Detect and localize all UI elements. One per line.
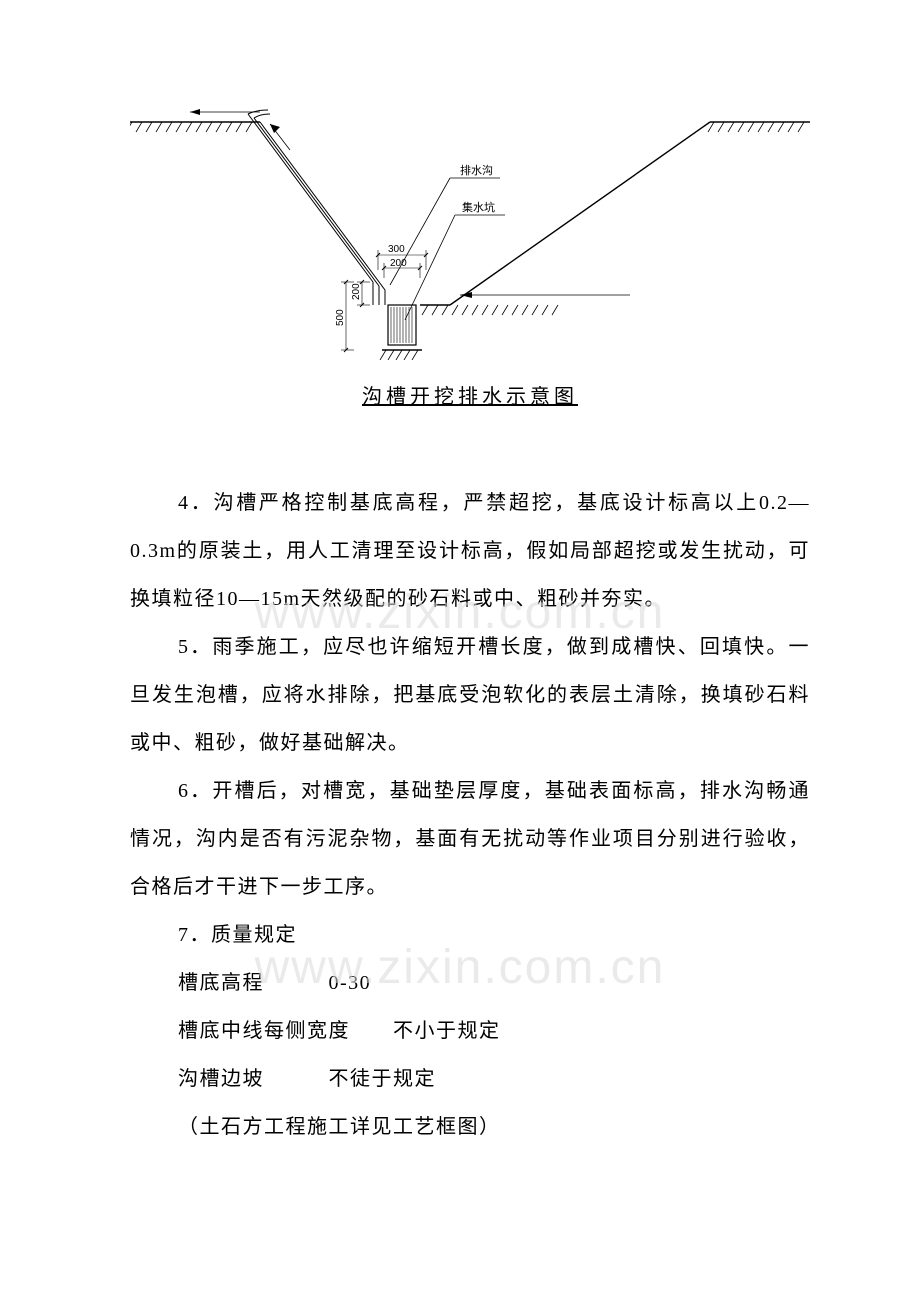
paragraph-4: 4．沟槽严格控制基底高程，严禁超挖，基底设计标高以上0.2—0.3m的原装土，用… xyxy=(130,479,810,623)
paragraph-6: 6．开槽后，对槽宽，基础垫层厚度，基础表面标高，排水沟畅通情况，沟内是否有污泥杂… xyxy=(130,767,810,911)
dim-500: 500 xyxy=(335,309,346,326)
paragraph-7: 7．质量规定 xyxy=(130,911,810,959)
label-sump: 集水坑 xyxy=(462,200,495,214)
dim-200-d: 200 xyxy=(351,283,362,300)
label-drain-ditch: 排水沟 xyxy=(460,163,493,177)
diagram-caption: 沟槽开挖排水示意图 xyxy=(130,380,810,409)
page: www.zixin.com.cn www.zixin.com.cn xyxy=(0,0,920,1302)
body-text: 4．沟槽严格控制基底高程，严禁超挖，基底设计标高以上0.2—0.3m的原装土，用… xyxy=(130,479,810,1151)
trench-drainage-diagram: 300 200 200 500 排水沟 xyxy=(130,60,810,360)
paragraph-5: 5．雨季施工，应尽也许缩短开槽长度，做到成槽快、回填快。一旦发生泡槽，应将水排除… xyxy=(130,623,810,767)
dim-300: 300 xyxy=(388,244,405,255)
paragraph-7a: 槽底高程 0-30 xyxy=(130,959,810,1007)
paragraph-7c: 沟槽边坡 不徒于规定 xyxy=(130,1055,810,1103)
paragraph-7d: （土石方工程施工详见工艺框图） xyxy=(130,1103,810,1151)
paragraph-7b: 槽底中线每侧宽度 不小于规定 xyxy=(130,1007,810,1055)
